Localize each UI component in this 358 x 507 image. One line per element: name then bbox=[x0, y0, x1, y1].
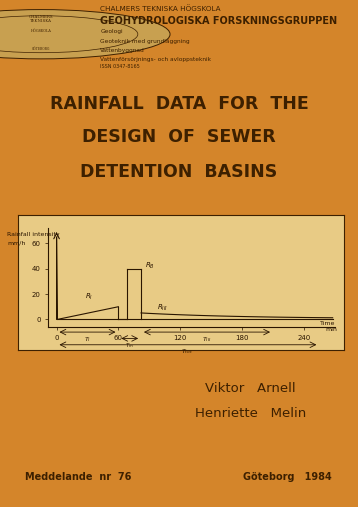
Text: Geologi: Geologi bbox=[100, 29, 123, 34]
Text: Göteborg   1984: Göteborg 1984 bbox=[243, 472, 332, 482]
Text: $T_{III}$: $T_{III}$ bbox=[202, 335, 212, 344]
Text: CHALMERS TEKNISKA HÖGSKOLA: CHALMERS TEKNISKA HÖGSKOLA bbox=[100, 6, 221, 12]
Text: Henriette   Melin: Henriette Melin bbox=[195, 407, 306, 420]
Text: $T_{tot}$: $T_{tot}$ bbox=[182, 347, 193, 356]
Text: RAINFALL  DATA  FOR  THE: RAINFALL DATA FOR THE bbox=[50, 95, 308, 113]
Text: GEOHYDROLOGISKA FORSKNINGSGRUPPEN: GEOHYDROLOGISKA FORSKNINGSGRUPPEN bbox=[100, 16, 337, 26]
Text: Vattenbyggnad: Vattenbyggnad bbox=[100, 48, 145, 53]
Text: $R_I$: $R_I$ bbox=[86, 292, 93, 302]
Text: CHALMERS
TEKNISKA: CHALMERS TEKNISKA bbox=[29, 15, 53, 23]
Text: $R_{III}$: $R_{III}$ bbox=[156, 303, 168, 313]
Text: $T_I$: $T_I$ bbox=[84, 335, 91, 344]
Text: GÖTEBORG: GÖTEBORG bbox=[32, 47, 50, 51]
Text: Geoteknik med grundläggning: Geoteknik med grundläggning bbox=[100, 39, 190, 44]
Text: Viktor   Arnell: Viktor Arnell bbox=[205, 382, 296, 395]
Text: Vattenförsörjnings- och avloppsteknik: Vattenförsörjnings- och avloppsteknik bbox=[100, 57, 211, 62]
Text: DESIGN  OF  SEWER: DESIGN OF SEWER bbox=[82, 128, 276, 146]
Text: Meddelande  nr  76: Meddelande nr 76 bbox=[25, 472, 131, 482]
Text: Rainfall intensity: Rainfall intensity bbox=[7, 232, 60, 237]
Text: HÖGSKOLA: HÖGSKOLA bbox=[31, 29, 52, 33]
Text: mm/h: mm/h bbox=[7, 241, 25, 246]
Text: DETENTION  BASINS: DETENTION BASINS bbox=[81, 163, 277, 182]
Circle shape bbox=[0, 10, 170, 59]
Text: $R_B$: $R_B$ bbox=[145, 261, 155, 271]
Text: min: min bbox=[325, 327, 337, 332]
Text: $T_m$: $T_m$ bbox=[125, 341, 134, 350]
Text: Time: Time bbox=[320, 321, 336, 327]
Text: ISSN 0347-8165: ISSN 0347-8165 bbox=[100, 64, 140, 68]
